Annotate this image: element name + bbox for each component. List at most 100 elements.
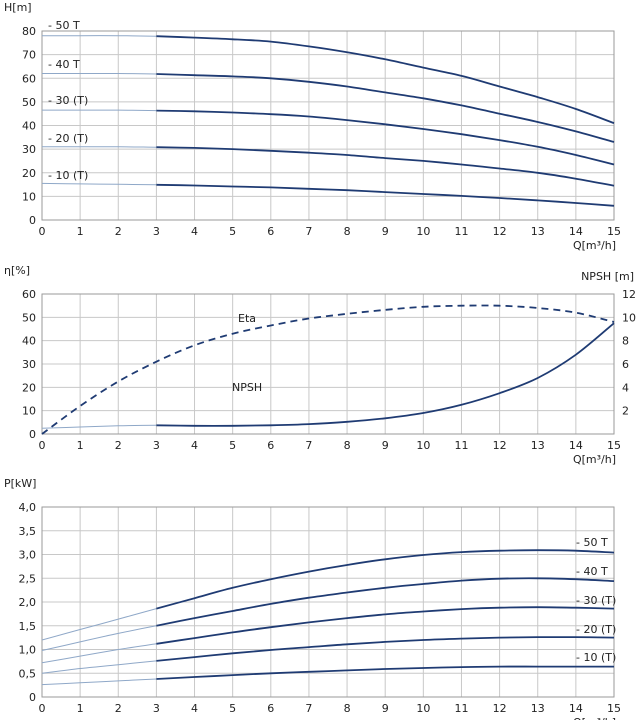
y-tick-label: 20 xyxy=(22,381,36,394)
x-tick-label: 0 xyxy=(39,439,46,452)
series-line-50-t xyxy=(156,35,615,124)
y-tick-label: 1,0 xyxy=(19,644,37,657)
y2-tick-label: 4 xyxy=(622,381,629,394)
y-tick-label: 10 xyxy=(22,190,36,203)
series-line-50-t xyxy=(156,549,615,610)
y2-axis-label: NPSH [m] xyxy=(581,270,634,283)
series-line-npsh xyxy=(156,322,615,427)
x-tick-label: 7 xyxy=(305,702,312,715)
y-tick-label: 60 xyxy=(22,288,36,301)
x-tick-label: 12 xyxy=(493,702,507,715)
series-line-thin xyxy=(41,182,157,186)
y-tick-label: 50 xyxy=(22,311,36,324)
x-tick-label: 8 xyxy=(344,439,351,452)
series-line-thin xyxy=(41,424,157,429)
x-tick-label: 13 xyxy=(531,225,545,238)
x-tick-label: 7 xyxy=(305,225,312,238)
series-line-thin xyxy=(41,109,157,112)
x-tick-label: 3 xyxy=(153,439,160,452)
series-line-40-t xyxy=(156,577,615,627)
series-line-eta xyxy=(41,304,615,435)
y-tick-label: 0 xyxy=(29,214,36,227)
x-tick-label: 9 xyxy=(382,439,389,452)
series-label: - 50 T xyxy=(48,19,80,32)
x-tick-label: 10 xyxy=(416,439,430,452)
series-line-20-t- xyxy=(156,636,615,662)
x-tick-label: 14 xyxy=(569,439,583,452)
y-tick-label: 3,0 xyxy=(19,549,37,562)
y-tick-label: 60 xyxy=(22,72,36,85)
series-label-npsh: NPSH xyxy=(232,381,262,394)
y-tick-label: 3,5 xyxy=(19,525,37,538)
y-tick-label: 70 xyxy=(22,49,36,62)
series-line-thin xyxy=(42,35,157,37)
x-tick-label: 5 xyxy=(229,225,236,238)
series-label-eta: Eta xyxy=(238,312,256,325)
plot-frame xyxy=(41,30,615,221)
x-tick-label: 2 xyxy=(115,225,122,238)
y-tick-label: 80 xyxy=(22,25,36,38)
x-tick-label: 3 xyxy=(153,225,160,238)
x-tick-label: 11 xyxy=(454,439,468,452)
x-axis-label: Q[m³/h] xyxy=(573,453,616,466)
x-tick-label: 12 xyxy=(493,225,507,238)
plot-frame xyxy=(41,293,615,435)
x-tick-label: 4 xyxy=(191,702,198,715)
x-tick-label: 9 xyxy=(382,702,389,715)
series-label: - 40 T xyxy=(48,58,80,71)
series-label: - 10 (T) xyxy=(48,169,88,182)
x-tick-label: 4 xyxy=(191,439,198,452)
x-tick-label: 2 xyxy=(115,439,122,452)
y-tick-label: 40 xyxy=(22,335,36,348)
x-tick-label: 12 xyxy=(493,439,507,452)
x-tick-label: 6 xyxy=(267,225,274,238)
x-tick-label: 8 xyxy=(344,225,351,238)
x-tick-label: 6 xyxy=(267,439,274,452)
x-tick-label: 6 xyxy=(267,702,274,715)
series-line-10-t- xyxy=(156,183,615,207)
y-tick-label: 1,5 xyxy=(19,620,37,633)
y-tick-label: 2,5 xyxy=(19,572,37,585)
y-tick-label: 20 xyxy=(22,167,36,180)
x-tick-label: 1 xyxy=(77,225,84,238)
plot-frame xyxy=(41,506,615,698)
y-tick-label: 30 xyxy=(22,358,36,371)
x-tick-label: 0 xyxy=(39,225,46,238)
x-tick-label: 1 xyxy=(77,439,84,452)
x-tick-label: 13 xyxy=(531,702,545,715)
x-tick-label: 4 xyxy=(191,225,198,238)
series-label: - 30 (T) xyxy=(48,94,88,107)
x-tick-label: 9 xyxy=(382,225,389,238)
y-tick-label: 30 xyxy=(22,143,36,156)
x-axis-label: Q[m³/h] xyxy=(573,716,616,720)
y2-tick-label: 12 xyxy=(622,288,636,301)
x-tick-label: 10 xyxy=(416,702,430,715)
x-tick-label: 5 xyxy=(229,439,236,452)
y-tick-label: 0,5 xyxy=(19,667,37,680)
series-label: - 40 T xyxy=(576,565,608,578)
x-tick-label: 5 xyxy=(229,702,236,715)
x-tick-label: 11 xyxy=(454,225,468,238)
y-axis-label: H[m] xyxy=(4,1,32,14)
x-tick-label: 15 xyxy=(607,702,621,715)
y-axis-label: η[%] xyxy=(4,264,30,277)
y-axis-label: P[kW] xyxy=(4,477,36,490)
x-tick-label: 14 xyxy=(569,225,583,238)
y2-tick-label: 6 xyxy=(622,358,629,371)
y2-tick-label: 10 xyxy=(622,311,636,324)
y-tick-label: 0 xyxy=(29,428,36,441)
series-label: - 20 (T) xyxy=(48,132,88,145)
y2-tick-label: 8 xyxy=(622,335,629,348)
x-tick-label: 10 xyxy=(416,225,430,238)
series-line-thin xyxy=(41,678,157,686)
y-tick-label: 10 xyxy=(22,405,36,418)
x-tick-label: 14 xyxy=(569,702,583,715)
y-tick-label: 0 xyxy=(29,691,36,704)
y-tick-label: 50 xyxy=(22,96,36,109)
x-axis-label: Q[m³/h] xyxy=(573,239,616,252)
y-tick-label: 40 xyxy=(22,120,36,133)
x-tick-label: 11 xyxy=(454,702,468,715)
x-tick-label: 15 xyxy=(607,225,621,238)
series-label: - 50 T xyxy=(576,536,608,549)
